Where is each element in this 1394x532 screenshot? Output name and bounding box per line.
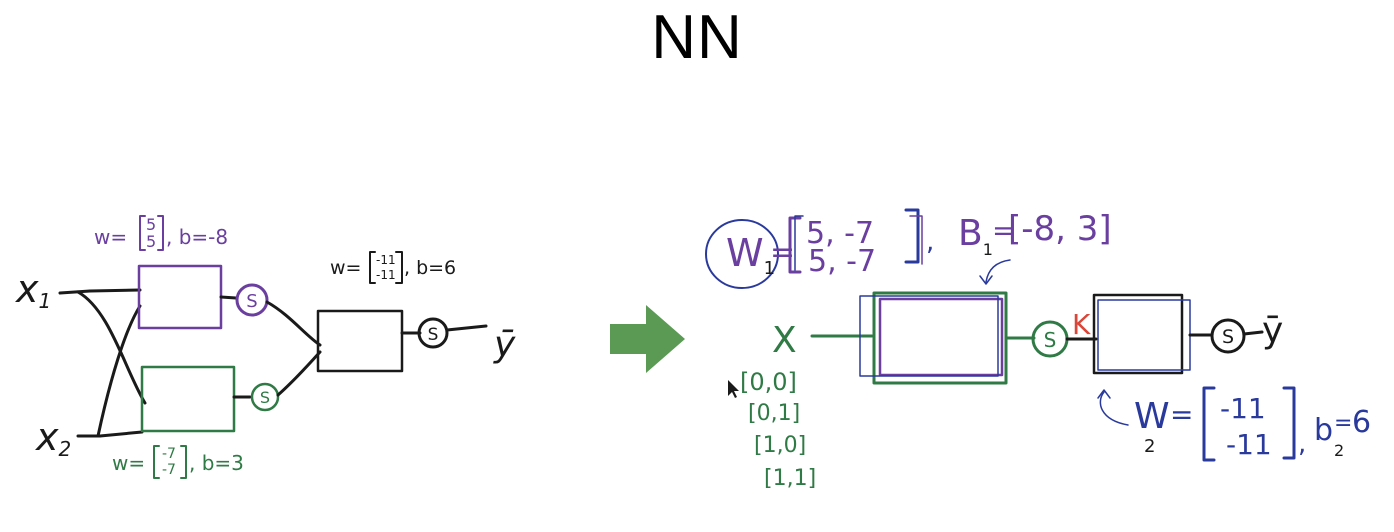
layer2-box-blue <box>1097 299 1191 371</box>
neuron-out-w-row1: -11 <box>376 253 396 267</box>
wire-bottom-to-output <box>276 350 322 397</box>
w1-row2: 5, -7 <box>808 244 876 279</box>
x-row-2: [0,1] <box>748 401 800 426</box>
wire-x2-to-top <box>96 304 142 438</box>
w2-sub: 2 <box>1144 436 1155 457</box>
b2-sub: 2 <box>1334 441 1344 460</box>
neuron-bottom-bracket-right <box>180 445 187 479</box>
b2-base: b <box>1314 413 1333 448</box>
neuron-bottom-w-lead: w= <box>112 451 145 475</box>
neuron-bottom-w-row1: -7 <box>162 446 176 462</box>
neuron-top-sigmoid-circle <box>235 283 269 317</box>
neuron-out-bias: , b=6 <box>404 257 456 279</box>
w1-bracket-right-purple <box>909 215 923 265</box>
neuron-top-sigmoid-symbol: S <box>246 291 257 312</box>
input-x1-label: x1 <box>15 267 51 313</box>
b1-value: [-8, 3] <box>1008 209 1112 249</box>
x-row-3: [1,0] <box>754 433 806 458</box>
transition-arrow-icon <box>610 305 685 373</box>
neuron-top-w-row1: 5 <box>146 215 156 234</box>
w1-base: W <box>726 231 764 275</box>
neuron-bottom-bracket-left <box>153 445 160 479</box>
w1-label: W1 <box>726 231 775 279</box>
w1-comma: , <box>926 227 934 257</box>
neuron-bottom-w-row2: -7 <box>162 462 176 478</box>
wire-x1-to-bottom <box>76 290 147 405</box>
k-label: K <box>1072 308 1091 341</box>
neuron-out-sigmoid-circle <box>417 317 449 349</box>
b1-label: B1 <box>958 213 993 259</box>
input-x2-base: x <box>35 415 59 459</box>
wire-top-to-output <box>265 300 322 347</box>
layer2-sigmoid-symbol: S <box>1222 326 1234 348</box>
layer1-box-green <box>872 291 1008 385</box>
w1-bracket-left-blue <box>794 215 804 271</box>
neuron-out-box <box>316 309 404 373</box>
w2-base: W <box>1134 396 1170 437</box>
wire-right-output <box>1242 330 1264 336</box>
b1-equals: = <box>992 214 1015 247</box>
right-input-x: X <box>772 320 797 361</box>
neuron-top-box <box>137 264 223 330</box>
w2-equals: = <box>1170 398 1193 431</box>
w2-pointer-arrowhead <box>1097 389 1111 399</box>
x-row-1: [0,0] <box>740 368 797 396</box>
right-output-label: ȳ <box>1262 310 1283 351</box>
w1-highlight-circle <box>705 219 779 289</box>
neuron-top-bias: , b=-8 <box>166 225 228 249</box>
layer1-box-blue <box>859 295 999 377</box>
b1-sub: 1 <box>983 240 993 259</box>
w1-row1: 5, -7 <box>806 216 874 251</box>
w1-sub: 1 <box>764 258 775 279</box>
right-network: W1 = 5, -7 5, -7 , B1 = [-8, 3] X S K <box>705 208 1371 491</box>
input-x2-label: x2 <box>35 415 71 461</box>
layer1-box-purple <box>878 297 1004 377</box>
cursor-icon <box>728 380 739 398</box>
wire-left-output <box>445 324 488 332</box>
w2-row1: -11 <box>1220 392 1266 425</box>
layer2-box-black <box>1092 293 1184 375</box>
w2-comma: , <box>1298 429 1306 459</box>
page-title: NN <box>651 3 743 72</box>
neuron-bottom-box <box>140 365 236 433</box>
neuron-out-bracket-left <box>369 251 376 284</box>
w2-pointer-arrow <box>1099 391 1129 426</box>
wire-x1-to-top <box>88 288 142 293</box>
input-x1-base: x <box>15 267 39 311</box>
b1-pointer-arrow <box>985 259 1011 283</box>
left-network: x1 x2 w= 5 5 , b=-8 S S w= -7 -7 , b=3 <box>15 215 516 479</box>
layer2-sigmoid-circle <box>1210 318 1246 354</box>
neuron-out-bracket-right <box>395 251 403 284</box>
neuron-out-sigmoid-symbol: S <box>428 325 439 345</box>
neuron-bottom-sigmoid-symbol: S <box>260 388 270 407</box>
input-x1-sub: 1 <box>39 289 52 313</box>
neuron-top-weights-label: w= <box>94 225 127 249</box>
neuron-bottom-sigmoid-circle <box>250 382 280 412</box>
b2-label: b <box>1314 413 1333 448</box>
b2-equals: = <box>1334 411 1352 436</box>
x-row-4: [1,1] <box>764 466 816 491</box>
wire-x2-to-bottom <box>98 430 144 438</box>
neuron-bottom-bias: , b=3 <box>189 451 244 475</box>
w2-row2: -11 <box>1226 428 1272 461</box>
wire-x1-stub <box>58 289 92 295</box>
neuron-top-bracket-right <box>157 215 164 251</box>
neuron-top-to-sigmoid <box>219 295 238 300</box>
w2-bracket-left <box>1202 386 1216 462</box>
b1-pointer-arrowhead <box>979 275 993 285</box>
w2-label: W <box>1134 396 1170 437</box>
neuron-out-w-lead: w= <box>330 257 361 279</box>
neuron-out-w-row2: -11 <box>376 268 396 282</box>
left-output-label: ȳ <box>493 324 516 365</box>
layer1-sigmoid-symbol: S <box>1044 328 1057 352</box>
neuron-top-w-row2: 5 <box>146 232 156 251</box>
b1-base: B <box>958 213 983 254</box>
w2-bracket-right <box>1282 386 1296 460</box>
neuron-top-bracket-left <box>139 215 146 251</box>
b2-value: 6 <box>1352 405 1371 440</box>
neuron-top-w-lead: w= <box>94 225 127 249</box>
input-x2-sub: 2 <box>59 437 72 461</box>
w1-bracket-right <box>904 208 920 264</box>
